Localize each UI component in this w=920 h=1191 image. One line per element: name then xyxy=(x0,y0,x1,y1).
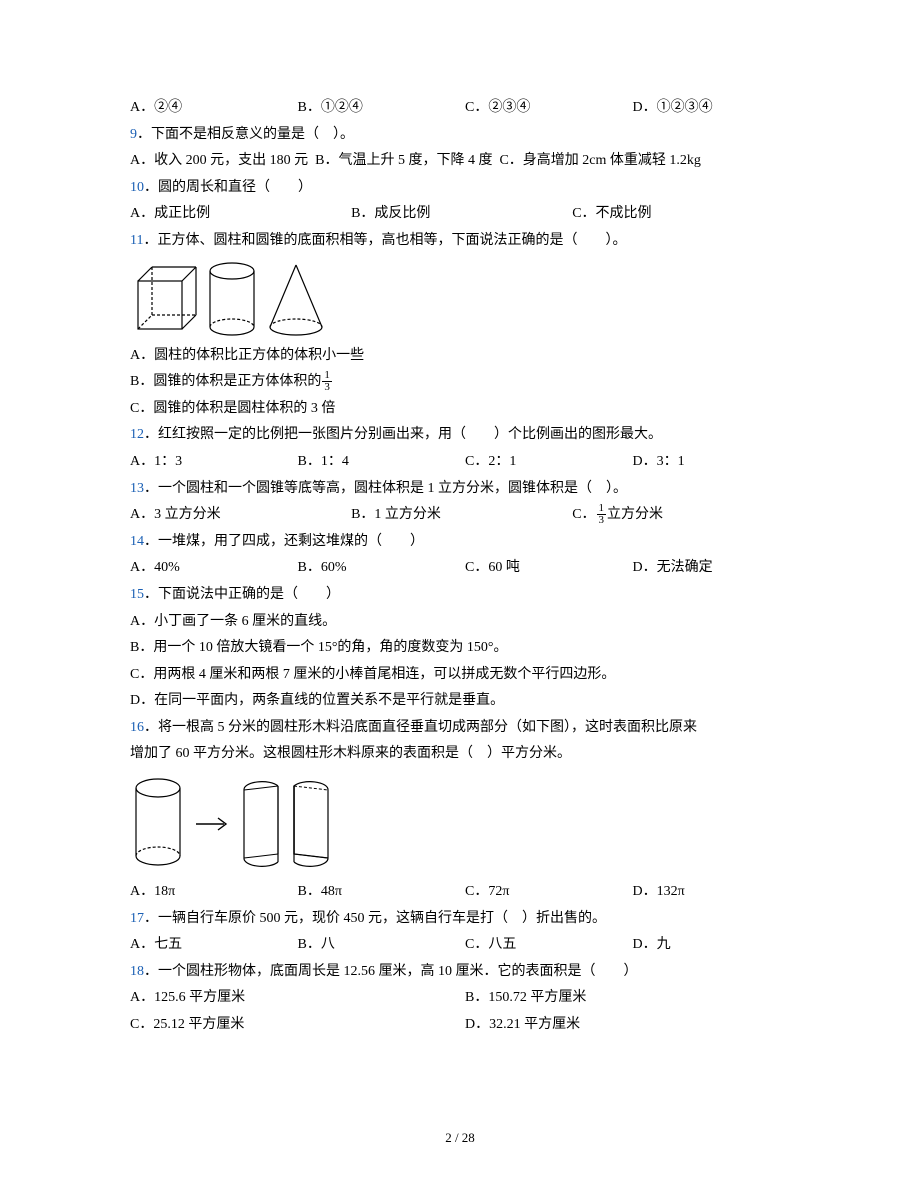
q14-opt-a: A．40% xyxy=(130,555,298,582)
q18-opt-b: B．150.72 平方厘米 xyxy=(465,985,800,1012)
fraction-1-3: 13 xyxy=(322,370,332,393)
q16-opt-a: A．18π xyxy=(130,879,298,906)
q11-shapes xyxy=(130,259,800,339)
q10-options: A．成正比例 B．成反比例 C．不成比例 xyxy=(130,201,800,228)
q18-stem: 18．一个圆柱形物体，底面周长是 12.56 厘米，高 10 厘米．它的表面积是… xyxy=(130,959,800,986)
q14-opt-c: C．60 吨 xyxy=(465,555,633,582)
q8-opt-b: B．①②④ xyxy=(298,95,466,122)
q10-opt-c: C．不成比例 xyxy=(572,201,793,228)
q13-options: A．3 立方分米 B．1 立方分米 C．13立方分米 xyxy=(130,502,800,529)
q18-options-2: C．25.12 平方厘米 D．32.21 平方厘米 xyxy=(130,1012,800,1039)
q16-opt-d: D．132π xyxy=(633,879,801,906)
q12-text: ．红红按照一定的比例把一张图片分别画出来，用（ ）个比例画出的图形最大。 xyxy=(144,427,662,442)
q15-stem: 15．下面说法中正确的是（ ） xyxy=(130,582,800,609)
q16-figure xyxy=(130,776,800,871)
q14-num: 14 xyxy=(130,534,144,549)
q10-num: 10 xyxy=(130,180,144,195)
q15-opt-b: B．用一个 10 倍放大镜看一个 15°的角，角的度数变为 150°。 xyxy=(130,635,800,662)
q13-text: ．一个圆柱和一个圆锥等底等高，圆柱体积是 1 立方分米，圆锥体积是（ ）。 xyxy=(144,481,627,496)
q9-options: A．收入 200 元，支出 180 元 B．气温上升 5 度，下降 4 度 C．… xyxy=(130,148,800,175)
q9-stem: 9．下面不是相反意义的量是（ ）。 xyxy=(130,122,800,149)
cylinder-whole-icon xyxy=(130,776,186,871)
q12-opt-b: B．1：4 xyxy=(298,449,466,476)
q17-opt-a: A．七五 xyxy=(130,932,298,959)
q10-stem: 10．圆的周长和直径（ ） xyxy=(130,175,800,202)
q11-opt-c: C．圆锥的体积是圆柱体积的 3 倍 xyxy=(130,396,800,423)
q12-num: 12 xyxy=(130,427,144,442)
half-cylinder-left-icon xyxy=(238,776,282,871)
page-number: 2 / 28 xyxy=(0,1126,920,1151)
q16-opt-c: C．72π xyxy=(465,879,633,906)
q12-opt-a: A．1：3 xyxy=(130,449,298,476)
q14-stem: 14．一堆煤，用了四成，还剩这堆煤的（ ） xyxy=(130,529,800,556)
q17-options: A．七五 B．八 C．八五 D．九 xyxy=(130,932,800,959)
q18-options-1: A．125.6 平方厘米 B．150.72 平方厘米 xyxy=(130,985,800,1012)
q9-opt-a: A．收入 200 元，支出 180 元 xyxy=(130,148,308,175)
q12-options: A．1：3 B．1：4 C．2：1 D．3：1 xyxy=(130,449,800,476)
fraction-1-3-b: 13 xyxy=(597,503,607,526)
q10-opt-b: B．成反比例 xyxy=(351,201,572,228)
q16-options: A．18π B．48π C．72π D．132π xyxy=(130,879,800,906)
q10-text: ．圆的周长和直径（ ） xyxy=(144,180,312,195)
q15-opt-a: A．小丁画了一条 6 厘米的直线。 xyxy=(130,609,800,636)
q11-opt-a: A．圆柱的体积比正方体的体积小一些 xyxy=(130,343,800,370)
q11-num: 11 xyxy=(130,233,143,248)
q17-opt-c: C．八五 xyxy=(465,932,633,959)
q13-num: 13 xyxy=(130,481,144,496)
q12-stem: 12．红红按照一定的比例把一张图片分别画出来，用（ ）个比例画出的图形最大。 xyxy=(130,422,800,449)
q14-text: ．一堆煤，用了四成，还剩这堆煤的（ ） xyxy=(144,534,424,549)
q18-opt-a: A．125.6 平方厘米 xyxy=(130,985,465,1012)
q8-options: A．②④ B．①②④ C．②③④ D．①②③④ xyxy=(130,95,800,122)
q17-text: ．一辆自行车原价 500 元，现价 450 元，这辆自行车是打（ ）折出售的。 xyxy=(144,911,606,926)
q15-opt-c: C．用两根 4 厘米和两根 7 厘米的小棒首尾相连，可以拼成无数个平行四边形。 xyxy=(130,662,800,689)
q18-opt-d: D．32.21 平方厘米 xyxy=(465,1012,800,1039)
cylinder-icon xyxy=(202,259,262,339)
arrow-right-icon xyxy=(194,814,230,834)
q13-stem: 13．一个圆柱和一个圆锥等底等高，圆柱体积是 1 立方分米，圆锥体积是（ ）。 xyxy=(130,476,800,503)
q16-text1: ．将一根高 5 分米的圆柱形木料沿底面直径垂直切成两部分（如下图），这时表面积比… xyxy=(144,720,697,735)
q9-text: ．下面不是相反意义的量是（ ）。 xyxy=(137,127,354,142)
q17-opt-d: D．九 xyxy=(633,932,801,959)
q18-text: ．一个圆柱形物体，底面周长是 12.56 厘米，高 10 厘米．它的表面积是（ … xyxy=(144,964,638,979)
q9-opt-c: C．身高增加 2cm 体重减轻 1.2kg xyxy=(499,148,700,175)
q13-opt-c: C．13立方分米 xyxy=(572,502,793,529)
q15-opt-d: D．在同一平面内，两条直线的位置关系不是平行就是垂直。 xyxy=(130,688,800,715)
q17-stem: 17．一辆自行车原价 500 元，现价 450 元，这辆自行车是打（ ）折出售的… xyxy=(130,906,800,933)
cube-icon xyxy=(130,259,200,339)
q13-opt-b: B．1 立方分米 xyxy=(351,502,572,529)
q14-options: A．40% B．60% C．60 吨 D．无法确定 xyxy=(130,555,800,582)
q14-opt-d: D．无法确定 xyxy=(633,555,801,582)
q13-opt-a: A．3 立方分米 xyxy=(130,502,351,529)
q18-opt-c: C．25.12 平方厘米 xyxy=(130,1012,465,1039)
q16-stem2: 增加了 60 平方分米。这根圆柱形木料原来的表面积是（ ）平方分米。 xyxy=(130,741,800,768)
q9-opt-b: B．气温上升 5 度，下降 4 度 xyxy=(315,148,492,175)
q16-stem1: 16．将一根高 5 分米的圆柱形木料沿底面直径垂直切成两部分（如下图），这时表面… xyxy=(130,715,800,742)
q8-opt-c: C．②③④ xyxy=(465,95,633,122)
q11-text: ．正方体、圆柱和圆锥的底面积相等，高也相等，下面说法正确的是（ ）。 xyxy=(143,233,626,248)
q16-opt-b: B．48π xyxy=(298,879,466,906)
q16-num: 16 xyxy=(130,720,144,735)
q12-opt-c: C．2：1 xyxy=(465,449,633,476)
q14-opt-b: B．60% xyxy=(298,555,466,582)
q18-num: 18 xyxy=(130,964,144,979)
q11-stem: 11．正方体、圆柱和圆锥的底面积相等，高也相等，下面说法正确的是（ ）。 xyxy=(130,228,800,255)
q8-opt-a: A．②④ xyxy=(130,95,298,122)
cone-icon xyxy=(264,259,328,339)
half-cylinder-right-icon xyxy=(290,776,334,871)
q17-opt-b: B．八 xyxy=(298,932,466,959)
q17-num: 17 xyxy=(130,911,144,926)
q11-opt-b: B．圆锥的体积是正方体体积的13 xyxy=(130,369,800,396)
q9-num: 9 xyxy=(130,127,137,142)
q15-text: ．下面说法中正确的是（ ） xyxy=(144,587,340,602)
q10-opt-a: A．成正比例 xyxy=(130,201,351,228)
q15-num: 15 xyxy=(130,587,144,602)
q8-opt-d: D．①②③④ xyxy=(633,95,801,122)
q12-opt-d: D．3：1 xyxy=(633,449,801,476)
